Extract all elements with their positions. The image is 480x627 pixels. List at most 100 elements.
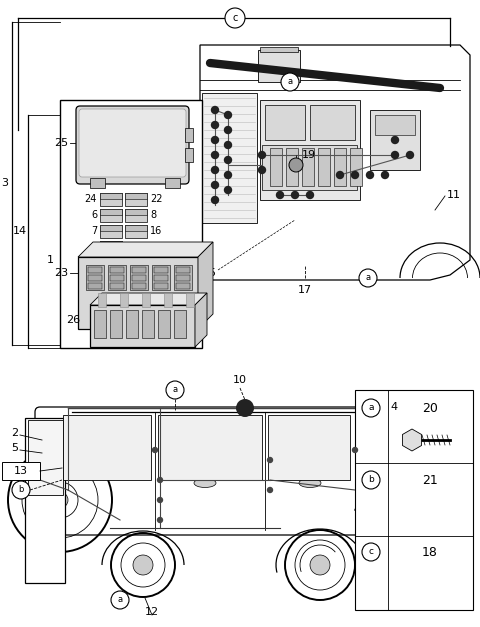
Text: 21: 21 [422,473,438,487]
Bar [174,310,186,338]
Bar [142,310,154,338]
Ellipse shape [412,575,448,597]
Bar [154,275,168,281]
Circle shape [259,167,265,174]
Bar [110,310,122,338]
Text: 5: 5 [11,443,18,453]
Ellipse shape [417,503,443,521]
Polygon shape [90,293,207,305]
Bar [164,293,172,307]
Polygon shape [78,257,198,329]
Bar [350,148,362,186]
Bar [100,225,122,231]
Bar [88,275,102,281]
Bar [60,100,202,348]
Circle shape [212,181,218,189]
Polygon shape [90,305,195,347]
Bar [28,420,63,495]
Text: a: a [288,78,293,87]
Circle shape [276,191,284,199]
Circle shape [212,196,218,204]
Text: 1: 1 [47,255,53,265]
Text: 9: 9 [91,242,97,252]
Circle shape [225,127,231,134]
Text: 17: 17 [298,285,312,295]
Bar [110,283,124,289]
Circle shape [153,448,157,453]
Bar [174,265,192,290]
Bar [268,415,350,480]
Ellipse shape [411,498,449,526]
Text: 11: 11 [447,190,461,200]
Circle shape [336,172,344,179]
Bar [125,225,147,238]
Circle shape [310,555,330,575]
Text: 26: 26 [66,315,80,325]
Bar [185,148,193,162]
Polygon shape [195,293,207,347]
Bar [100,209,122,215]
Text: a: a [172,386,178,394]
Bar [125,209,147,215]
Text: 14: 14 [13,226,27,236]
Circle shape [382,172,388,179]
Circle shape [52,492,68,508]
Circle shape [111,591,129,609]
Circle shape [157,478,163,483]
Polygon shape [78,242,213,257]
Bar [318,148,330,186]
Bar [25,418,65,583]
Text: 12: 12 [145,607,159,617]
Bar [100,193,122,199]
Circle shape [367,172,373,179]
Ellipse shape [406,570,454,602]
Bar [185,128,193,142]
Bar [165,178,180,188]
Circle shape [352,448,358,453]
Text: 4: 4 [390,402,397,412]
Text: 20: 20 [422,401,438,414]
Bar [94,310,106,338]
Text: c: c [232,13,238,23]
Bar [125,225,147,231]
Text: 2: 2 [11,428,18,438]
Bar [88,267,102,273]
Bar [154,267,168,273]
Text: 19: 19 [302,150,316,160]
Bar [202,93,257,223]
Bar [370,110,420,170]
Circle shape [225,8,245,28]
Bar [176,283,190,289]
Bar [100,209,122,222]
Circle shape [225,172,231,179]
Bar [126,310,138,338]
Bar [270,148,282,186]
Circle shape [157,517,163,522]
Text: 8: 8 [150,210,156,220]
Circle shape [362,399,380,417]
Circle shape [392,152,398,159]
Text: 16: 16 [150,226,162,236]
Text: c: c [369,547,373,557]
Circle shape [225,186,231,194]
Circle shape [12,481,30,499]
Bar [262,145,357,190]
Circle shape [359,269,377,287]
Bar [286,148,298,186]
Bar [265,105,305,140]
Text: 10: 10 [233,375,247,385]
Circle shape [362,543,380,561]
FancyBboxPatch shape [76,106,189,184]
Bar [90,178,105,188]
Bar [152,265,170,290]
Circle shape [212,122,218,129]
Circle shape [392,137,398,144]
Text: 23: 23 [54,268,68,278]
Bar [120,293,128,307]
Bar [302,148,314,186]
Text: a: a [368,404,374,413]
Bar [142,293,150,307]
Circle shape [281,73,299,91]
Text: 13: 13 [14,466,28,476]
Bar [86,265,104,290]
